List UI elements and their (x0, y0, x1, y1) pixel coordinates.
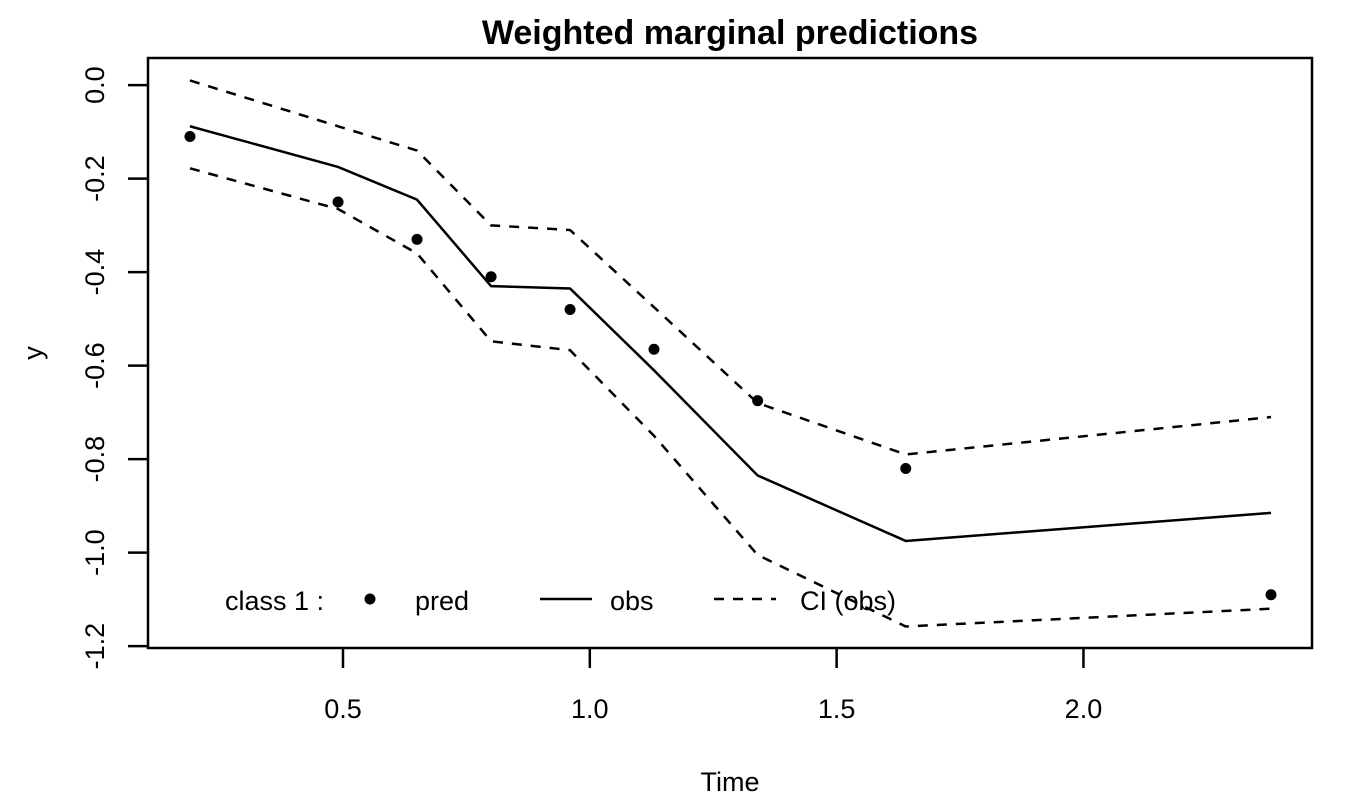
y-axis-label: y (18, 346, 48, 360)
y-tick-label: -1.0 (80, 529, 110, 576)
y-tick-label: -0.2 (80, 155, 110, 202)
legend-obs-label: obs (610, 586, 654, 616)
pred-point (900, 462, 912, 474)
ci-line (189, 167, 1272, 628)
legend-class-label: class 1 : (225, 586, 324, 616)
legend-pred-label: pred (415, 586, 469, 616)
plot-area-border (146, 56, 1314, 650)
y-tick-label: -0.8 (80, 436, 110, 483)
pred-point (1265, 589, 1277, 601)
legend-ci-label: CI (obs) (800, 586, 896, 616)
x-tick-label: 1.0 (571, 694, 609, 724)
x-tick-label: 0.5 (324, 694, 362, 724)
x-axis-label: Time (701, 767, 760, 797)
y-tick-label: -0.4 (80, 249, 110, 296)
y-tick-label: 0.0 (80, 66, 110, 104)
y-tick-label: -1.2 (80, 623, 110, 670)
x-axis: 0.5 1.0 1.5 2.0 (324, 648, 1102, 724)
ci-line (189, 79, 1272, 456)
y-tick-label: -0.6 (80, 342, 110, 389)
series-layer (184, 79, 1277, 628)
pred-point (648, 343, 660, 355)
pred-point (752, 395, 764, 407)
chart-title: Weighted marginal predictions (482, 14, 978, 52)
pred-point (485, 271, 497, 283)
pred-point (564, 304, 576, 316)
obs-line (189, 125, 1272, 543)
pred-point (411, 233, 423, 245)
y-axis: 0.0 -0.2 -0.4 -0.6 -0.8 -1.0 -1.2 (80, 66, 148, 669)
legend-pred-marker-icon (364, 593, 376, 605)
pred-point (332, 196, 344, 208)
legend: class 1 : pred obs CI (obs) (225, 586, 896, 616)
pred-point (184, 131, 196, 143)
x-tick-label: 2.0 (1065, 694, 1103, 724)
x-tick-label: 1.5 (818, 694, 856, 724)
